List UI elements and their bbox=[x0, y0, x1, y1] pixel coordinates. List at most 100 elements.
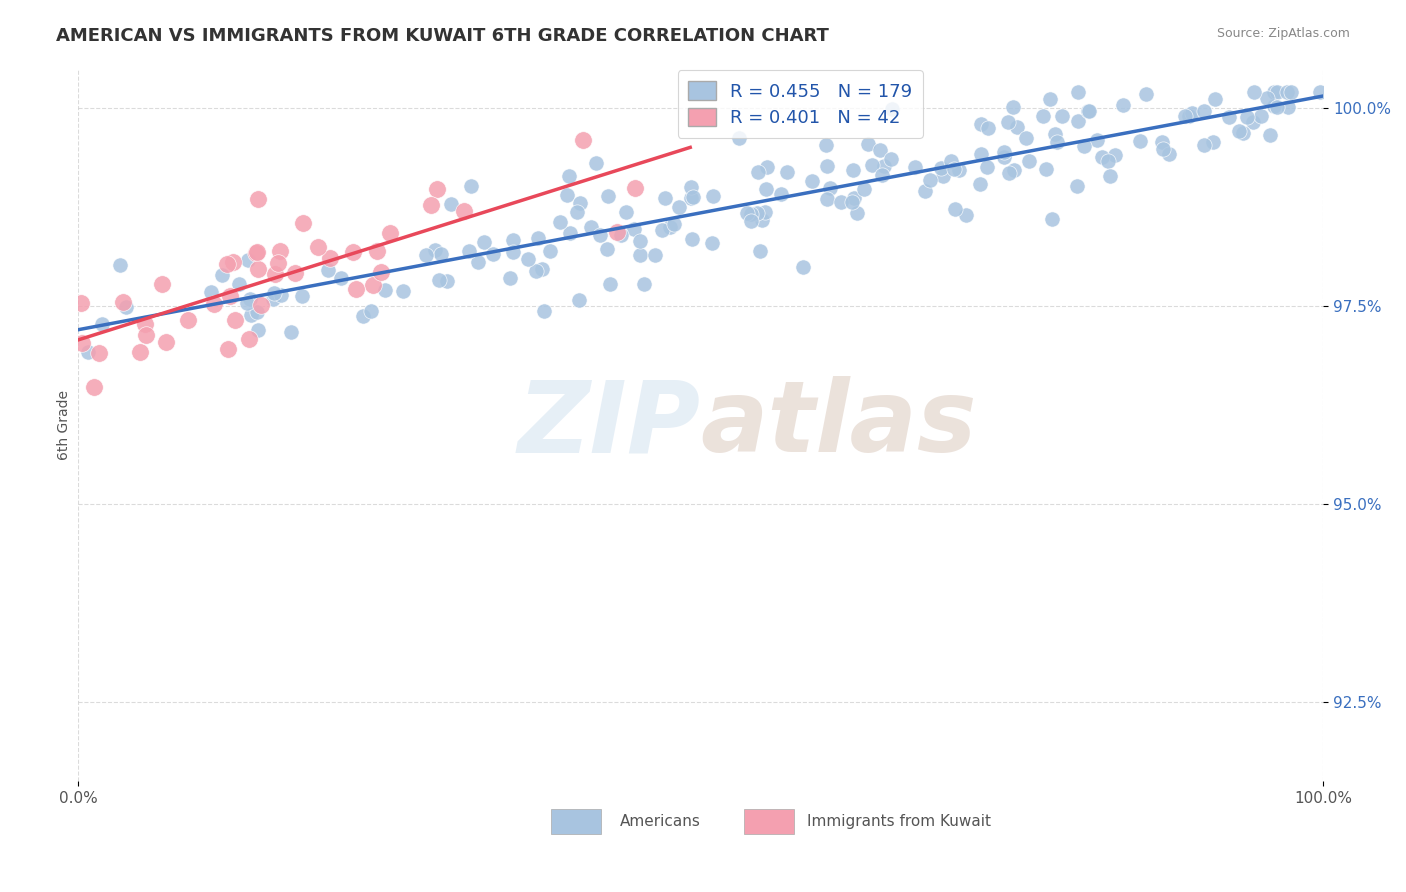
Point bbox=[236, 296, 259, 310]
Point bbox=[69, 296, 91, 310]
Point bbox=[370, 265, 392, 279]
Point bbox=[380, 226, 402, 240]
Point bbox=[526, 264, 548, 278]
Point bbox=[1265, 100, 1288, 114]
Point bbox=[245, 245, 267, 260]
Point bbox=[842, 191, 865, 205]
Point bbox=[458, 244, 481, 258]
Point bbox=[1201, 135, 1223, 149]
Point bbox=[748, 244, 770, 259]
Point bbox=[263, 286, 285, 301]
Point bbox=[1263, 99, 1285, 113]
Point bbox=[329, 270, 352, 285]
Point bbox=[1046, 135, 1069, 149]
Point bbox=[427, 273, 450, 287]
Point bbox=[420, 198, 443, 212]
Point bbox=[177, 313, 200, 327]
Point bbox=[1078, 103, 1101, 118]
Point bbox=[472, 235, 495, 249]
Point bbox=[430, 246, 453, 260]
Point bbox=[801, 174, 824, 188]
Point bbox=[1104, 148, 1126, 162]
Point bbox=[1091, 150, 1114, 164]
Point bbox=[745, 206, 768, 220]
Point bbox=[202, 296, 225, 310]
Point bbox=[610, 227, 633, 242]
Point bbox=[270, 288, 292, 302]
Point bbox=[873, 159, 896, 173]
Point bbox=[993, 150, 1015, 164]
Point bbox=[792, 260, 814, 275]
Point bbox=[1250, 110, 1272, 124]
Point bbox=[658, 219, 681, 234]
Point bbox=[970, 147, 993, 161]
Point bbox=[134, 317, 156, 331]
Point bbox=[239, 308, 262, 322]
Point bbox=[1002, 163, 1025, 178]
Point bbox=[238, 253, 260, 268]
Text: Source: ZipAtlas.com: Source: ZipAtlas.com bbox=[1216, 27, 1350, 40]
FancyBboxPatch shape bbox=[744, 809, 794, 834]
Text: ZIP: ZIP bbox=[517, 376, 700, 473]
Y-axis label: 6th Grade: 6th Grade bbox=[58, 390, 72, 459]
Point bbox=[818, 180, 841, 194]
Point bbox=[1018, 153, 1040, 168]
Point bbox=[918, 172, 941, 186]
Point bbox=[754, 205, 776, 219]
Point bbox=[681, 180, 703, 194]
Point bbox=[1111, 98, 1133, 112]
Point bbox=[533, 304, 555, 318]
Point bbox=[596, 189, 619, 203]
Point bbox=[83, 380, 105, 394]
Text: atlas: atlas bbox=[700, 376, 977, 473]
Point bbox=[776, 164, 799, 178]
Point bbox=[882, 102, 904, 116]
Point bbox=[872, 168, 894, 182]
Point bbox=[360, 304, 382, 318]
Legend: R = 0.455   N = 179, R = 0.401   N = 42: R = 0.455 N = 179, R = 0.401 N = 42 bbox=[678, 70, 922, 138]
Point bbox=[1232, 126, 1254, 140]
Point bbox=[830, 195, 852, 210]
FancyBboxPatch shape bbox=[551, 809, 602, 834]
Point bbox=[770, 186, 793, 201]
Point bbox=[1218, 110, 1240, 124]
Point bbox=[579, 220, 602, 235]
Point bbox=[1277, 100, 1299, 114]
Point bbox=[1236, 111, 1258, 125]
Point bbox=[1039, 92, 1062, 106]
Point bbox=[1256, 91, 1278, 105]
Point bbox=[969, 178, 991, 192]
Point bbox=[246, 305, 269, 319]
Point bbox=[756, 160, 779, 174]
Point bbox=[1241, 115, 1264, 129]
Point bbox=[1002, 100, 1025, 114]
Point bbox=[1015, 131, 1038, 145]
Point bbox=[623, 180, 645, 194]
Point bbox=[1085, 133, 1108, 147]
Point bbox=[1150, 135, 1173, 149]
Point bbox=[845, 206, 868, 220]
Point bbox=[527, 231, 550, 245]
Point bbox=[681, 232, 703, 246]
Point bbox=[977, 120, 1000, 135]
Point bbox=[1267, 85, 1289, 99]
Point bbox=[654, 191, 676, 205]
Point bbox=[211, 268, 233, 282]
Point bbox=[628, 234, 651, 248]
Point bbox=[1263, 85, 1285, 99]
Point bbox=[426, 182, 449, 196]
Point bbox=[1098, 169, 1121, 183]
Point bbox=[1097, 154, 1119, 169]
Point bbox=[482, 246, 505, 260]
Point bbox=[623, 221, 645, 235]
Point bbox=[948, 163, 970, 178]
Point bbox=[221, 255, 243, 269]
Point bbox=[633, 277, 655, 291]
Point bbox=[135, 327, 157, 342]
Point bbox=[87, 345, 110, 359]
Point bbox=[932, 169, 955, 183]
Point bbox=[200, 285, 222, 300]
Point bbox=[467, 255, 489, 269]
Point bbox=[747, 165, 769, 179]
Point bbox=[502, 233, 524, 247]
